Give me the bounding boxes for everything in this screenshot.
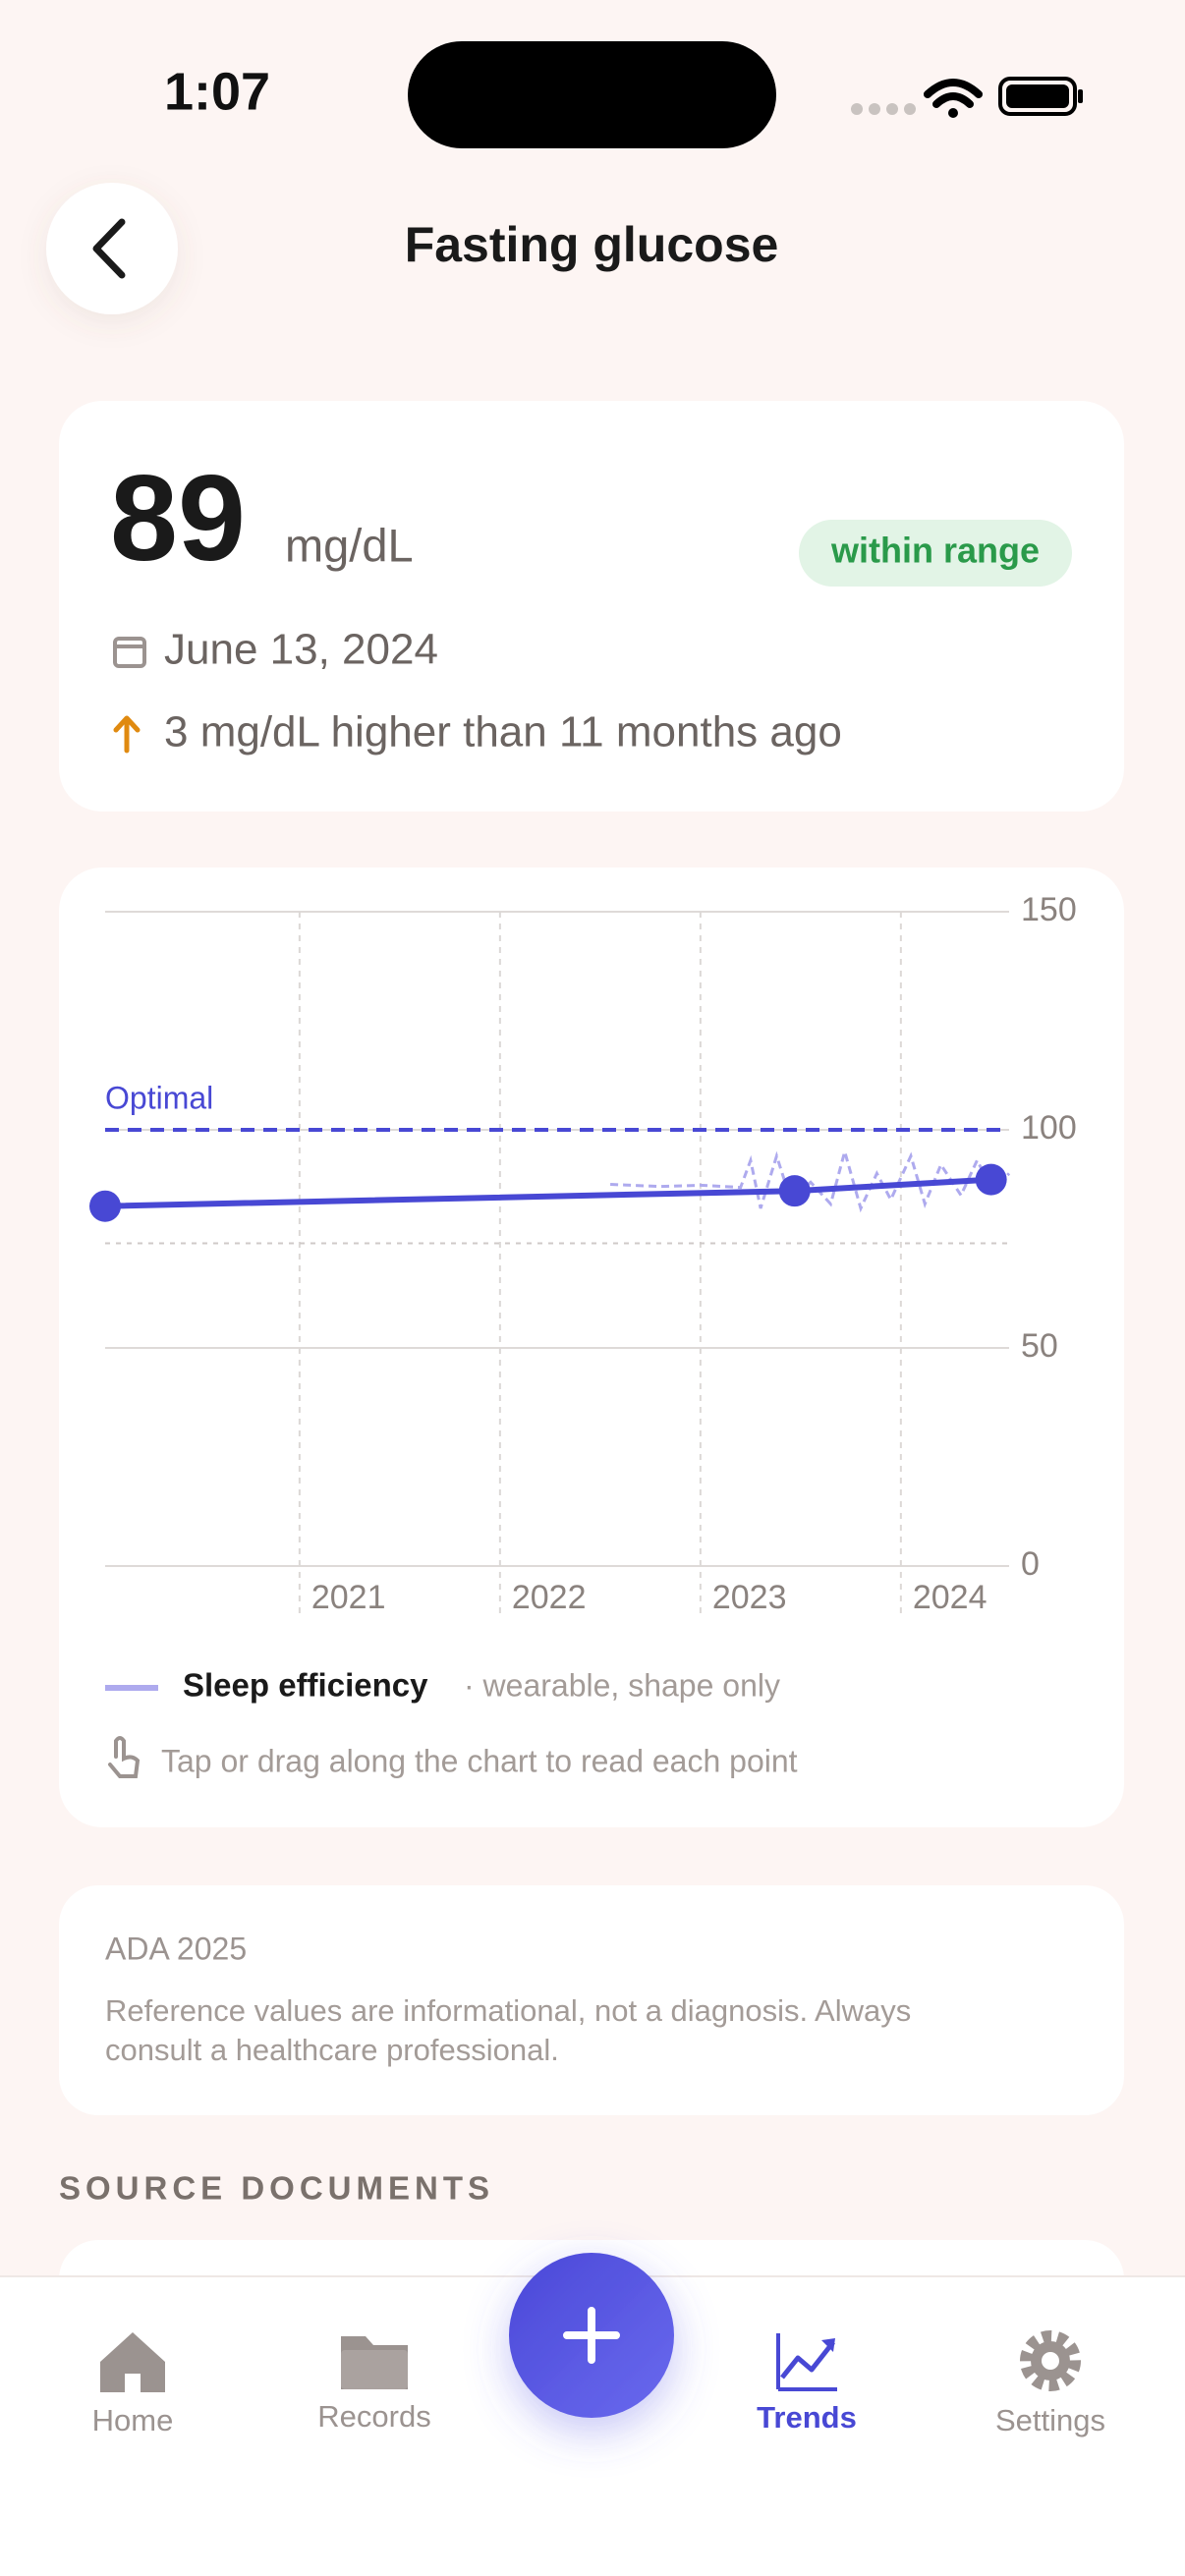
tab-label: Records — [317, 2399, 430, 2434]
current-value: 89 — [110, 451, 246, 587]
trends-tab[interactable]: Trends — [757, 2333, 857, 2435]
y-tick-label: 0 — [1021, 1545, 1040, 1583]
back-icon — [92, 218, 126, 279]
battery-icon — [998, 77, 1083, 116]
data-point — [975, 1163, 1007, 1196]
reference-note: Reference values are informational, not … — [105, 1993, 911, 2028]
data-point — [89, 1190, 121, 1222]
legend-note: · wearable, shape only — [464, 1667, 780, 1703]
up-arrow-icon — [113, 715, 141, 754]
y-tick-label: 150 — [1021, 891, 1077, 928]
signal-dots — [851, 103, 916, 115]
hint-text: Tap or drag along the chart to read each… — [161, 1743, 798, 1778]
change-text: 3 mg/dL higher than 11 months ago — [164, 708, 842, 756]
x-tick-label: 2021 — [311, 1579, 386, 1616]
status-text: within range — [830, 531, 1040, 571]
measure-date: June 13, 2024 — [164, 626, 438, 674]
chart: 0 50 100 150 2021 2022 2023 2024 Optimal — [89, 891, 1077, 1616]
screen-title: Fasting glucose — [405, 217, 779, 272]
wifi-icon — [924, 79, 983, 118]
unit: mg/dL — [285, 519, 414, 571]
summary-card — [59, 401, 1124, 812]
status-pill — [799, 520, 1072, 587]
hand-icon — [108, 1736, 141, 1778]
add-button[interactable] — [509, 2253, 674, 2418]
x-tick-label: 2023 — [712, 1579, 787, 1616]
optimal-label: Optimal — [105, 1080, 213, 1115]
home-tab[interactable]: Home — [92, 2332, 174, 2437]
reference-note: consult a healthcare professional. — [105, 2033, 559, 2067]
reference-source: ADA 2025 — [105, 1931, 247, 1966]
settings-tab[interactable]: Settings — [995, 2330, 1105, 2437]
y-tick-label: 100 — [1021, 1109, 1077, 1147]
y-tick-label: 50 — [1021, 1327, 1058, 1365]
calendar-icon — [113, 637, 146, 668]
x-tick-label: 2022 — [512, 1579, 587, 1616]
back-button[interactable] — [46, 183, 178, 314]
section-title: SOURCE DOCUMENTS — [59, 2170, 494, 2207]
data-point — [778, 1175, 811, 1207]
tab-label: Settings — [995, 2403, 1105, 2437]
status-time: 1:07 — [164, 62, 270, 121]
records-tab[interactable]: Records — [317, 2336, 431, 2434]
tab-label: Trends — [757, 2400, 857, 2435]
x-tick-label: 2024 — [913, 1579, 988, 1616]
reference-card — [59, 1885, 1124, 2115]
legend-label: Sleep efficiency — [183, 1667, 428, 1704]
tab-label: Home — [92, 2403, 174, 2437]
dynamic-island — [408, 41, 776, 148]
